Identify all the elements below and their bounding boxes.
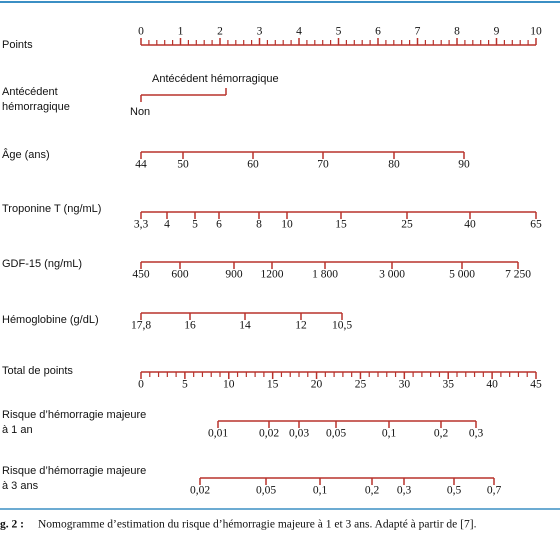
tick-label: 0,3	[397, 485, 412, 497]
tick-label: 0,1	[382, 428, 397, 440]
scale-label: à 3 ans	[2, 480, 39, 492]
scale-label: hémorragique	[2, 101, 70, 113]
scale-label: GDF-15 (ng/mL)	[2, 258, 82, 270]
tick-label: 10	[223, 379, 235, 391]
tick-label: 4	[296, 26, 302, 38]
tick-label: 44	[135, 159, 147, 171]
tick-label: 10	[281, 219, 293, 231]
tick-label: 16	[184, 320, 196, 332]
tick-label: 6	[375, 26, 381, 38]
tick-label: 8	[256, 219, 262, 231]
tick-label: 9	[494, 26, 500, 38]
tick-label: 65	[530, 219, 542, 231]
tick-label: 0,05	[256, 485, 276, 497]
caption-label: g. 2 :	[0, 519, 24, 531]
tick-label: 1200	[261, 269, 284, 281]
tick-label: 1	[178, 26, 184, 38]
tick-label: 17,8	[131, 320, 151, 332]
tick-label: 3,3	[134, 219, 149, 231]
tick-label: 45	[530, 379, 542, 391]
tick-label: 70	[317, 159, 329, 171]
tick-label: 0,2	[365, 485, 380, 497]
tick-label: 15	[335, 219, 347, 231]
tick-label: 35	[442, 379, 454, 391]
tick-label: 6	[216, 219, 222, 231]
scale-label: Âge (ans)	[2, 148, 50, 161]
tick-label: 0,2	[434, 428, 449, 440]
tick-label: 0	[138, 379, 144, 391]
scale-label: Total de points	[2, 365, 73, 377]
tick-label: 7	[415, 26, 421, 38]
scale-label: Points	[2, 39, 33, 51]
tick-label: 5	[192, 219, 198, 231]
tick-label: 25	[401, 219, 413, 231]
scale-label: Risque d’hémorragie majeure	[2, 465, 146, 477]
tick-label: 900	[225, 269, 243, 281]
tick-label: Antécédent hémorragique	[152, 73, 279, 85]
tick-label: 0,3	[469, 428, 484, 440]
scale-label: Troponine T (ng/mL)	[2, 203, 101, 215]
tick-label: 5	[336, 26, 342, 38]
tick-label: 12	[295, 320, 307, 332]
tick-label: 40	[464, 219, 476, 231]
tick-label: 0,02	[190, 485, 210, 497]
tick-label: 0,5	[447, 485, 462, 497]
tick-label: 25	[355, 379, 367, 391]
tick-label: 3	[257, 26, 263, 38]
tick-label: 0,7	[487, 485, 502, 497]
tick-label: 2	[217, 26, 223, 38]
tick-label: 1 800	[312, 269, 338, 281]
scale-label: à 1 an	[2, 424, 33, 436]
tick-label: 30	[399, 379, 411, 391]
tick-label: 5	[182, 379, 188, 391]
tick-label: 0,03	[289, 428, 309, 440]
scale-label: Antécédent	[2, 86, 58, 98]
tick-label: 4	[164, 219, 170, 231]
tick-label: 50	[177, 159, 189, 171]
tick-label: 8	[454, 26, 460, 38]
tick-label: 0,01	[208, 428, 228, 440]
tick-label: 7 250	[505, 269, 531, 281]
tick-label: 0,05	[326, 428, 346, 440]
tick-label: 40	[486, 379, 498, 391]
tick-label: 450	[132, 269, 150, 281]
tick-label: 10	[530, 26, 542, 38]
tick-label: 10,5	[332, 320, 352, 332]
tick-label: Non	[130, 106, 150, 118]
tick-label: 15	[267, 379, 279, 391]
caption-text: Nomogramme d’estimation du risque d’hémo…	[38, 519, 477, 531]
tick-label: 0	[138, 26, 144, 38]
tick-label: 80	[388, 159, 400, 171]
tick-label: 600	[171, 269, 189, 281]
tick-label: 90	[458, 159, 470, 171]
tick-label: 3 000	[379, 269, 405, 281]
tick-label: 0,1	[313, 485, 328, 497]
scale-label: Hémoglobine (g/dL)	[2, 314, 99, 326]
tick-label: 0,02	[259, 428, 279, 440]
scale-label: Risque d’hémorragie majeure	[2, 409, 146, 421]
tick-label: 60	[247, 159, 259, 171]
tick-label: 14	[239, 320, 251, 332]
tick-label: 5 000	[449, 269, 475, 281]
tick-label: 20	[311, 379, 323, 391]
